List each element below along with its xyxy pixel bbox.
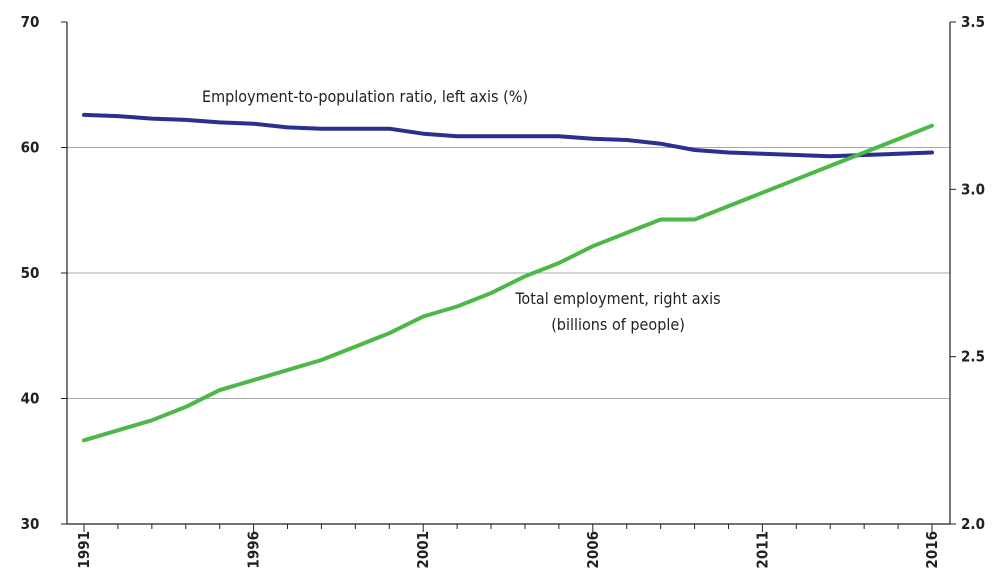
x-tick-label: 2011 xyxy=(753,531,771,569)
employment-series-label: Total employment, right axis xyxy=(514,289,720,308)
x-axis-ticks: 1991 1996 2001 2006 2011 2016 xyxy=(75,524,941,569)
left-axis-ticks: 30 40 50 60 70 xyxy=(21,13,67,533)
x-tick-label: 2016 xyxy=(923,531,941,569)
total-employment-line xyxy=(82,123,934,443)
x-tick-label: 2001 xyxy=(414,531,432,569)
series-lines xyxy=(82,112,934,443)
left-tick-label: 60 xyxy=(21,139,40,157)
right-tick-label: 3.0 xyxy=(961,180,985,198)
left-tick-label: 40 xyxy=(21,390,40,408)
left-tick-label: 50 xyxy=(21,264,40,282)
gridlines xyxy=(67,147,950,399)
employment-ratio-line xyxy=(82,112,934,159)
right-tick-label: 3.5 xyxy=(961,13,985,31)
x-tick-label: 1991 xyxy=(75,531,93,569)
x-tick-label: 2006 xyxy=(584,531,602,569)
x-tick-label: 1996 xyxy=(245,531,263,569)
left-tick-label: 30 xyxy=(21,515,40,533)
right-axis-ticks: 2.0 2.5 3.0 3.5 xyxy=(950,13,985,533)
right-tick-label: 2.5 xyxy=(961,348,985,366)
employment-series-unit-label: (billions of people) xyxy=(551,315,685,334)
right-tick-label: 2.0 xyxy=(961,515,985,533)
ratio-series-label: Employment-to-population ratio, left axi… xyxy=(202,87,528,106)
left-tick-label: 70 xyxy=(21,13,40,31)
